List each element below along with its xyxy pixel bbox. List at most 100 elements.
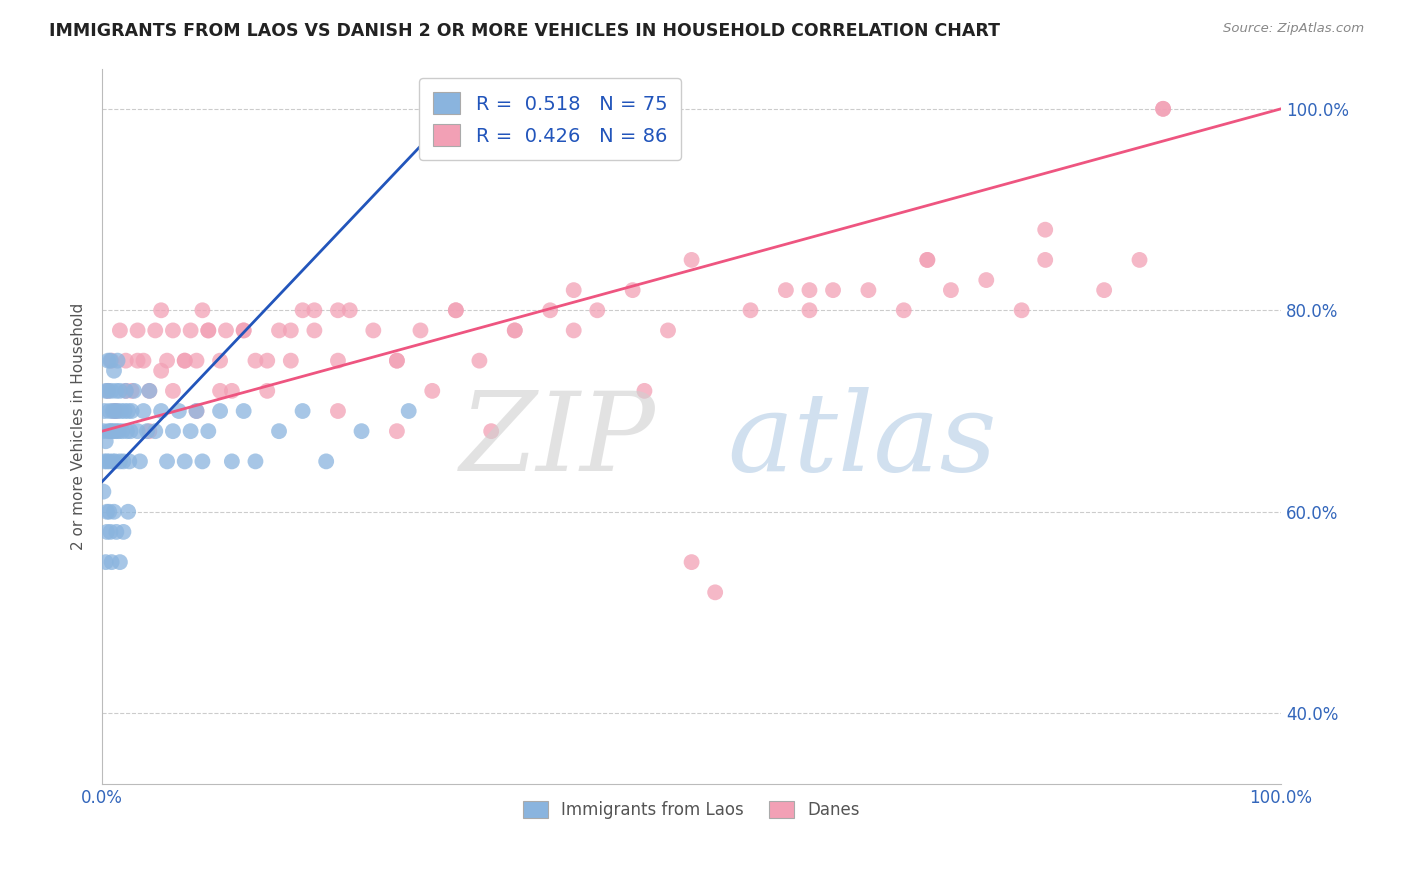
Point [633, 384, 655, 398]
Point [799, 303, 821, 318]
Point [136, 424, 159, 438]
Point [101, 404, 124, 418]
Point [114, 353, 136, 368]
Point [209, 353, 232, 368]
Point [98, 454, 121, 468]
Point [180, 323, 202, 337]
Point [117, 404, 139, 418]
Point [280, 353, 302, 368]
Point [468, 353, 491, 368]
Point [186, 353, 208, 368]
Point [821, 283, 844, 297]
Point [105, 404, 128, 418]
Point [503, 323, 526, 337]
Point [1033, 252, 1056, 267]
Point [621, 283, 644, 297]
Point [350, 424, 373, 438]
Point [326, 303, 349, 318]
Point [917, 252, 939, 267]
Point [939, 283, 962, 297]
Point [385, 424, 408, 438]
Point [363, 323, 385, 337]
Point [97, 424, 120, 438]
Point [103, 424, 125, 438]
Point [197, 323, 219, 337]
Point [479, 424, 502, 438]
Text: IMMIGRANTS FROM LAOS VS DANISH 2 OR MORE VEHICLES IN HOUSEHOLD CORRELATION CHART: IMMIGRANTS FROM LAOS VS DANISH 2 OR MORE… [49, 22, 1000, 40]
Point [267, 323, 290, 337]
Point [96, 524, 118, 539]
Point [799, 283, 821, 297]
Point [385, 353, 408, 368]
Point [232, 404, 254, 418]
Point [162, 424, 184, 438]
Point [444, 303, 467, 318]
Point [538, 303, 561, 318]
Point [180, 424, 202, 438]
Point [858, 283, 880, 297]
Point [127, 323, 149, 337]
Point [103, 364, 125, 378]
Point [111, 424, 134, 438]
Point [974, 273, 997, 287]
Point [121, 404, 143, 418]
Point [657, 323, 679, 337]
Point [150, 364, 173, 378]
Point [150, 303, 173, 318]
Point [1152, 102, 1174, 116]
Point [562, 323, 585, 337]
Point [173, 454, 195, 468]
Point [103, 404, 125, 418]
Text: atlas: atlas [727, 386, 997, 494]
Point [197, 323, 219, 337]
Point [114, 384, 136, 398]
Point [129, 454, 152, 468]
Point [267, 424, 290, 438]
Point [108, 323, 131, 337]
Point [97, 384, 120, 398]
Point [114, 384, 136, 398]
Point [93, 484, 115, 499]
Point [107, 404, 129, 418]
Point [1128, 252, 1150, 267]
Point [256, 353, 278, 368]
Point [100, 384, 122, 398]
Point [96, 454, 118, 468]
Point [127, 353, 149, 368]
Text: ZIP: ZIP [460, 386, 657, 494]
Point [245, 353, 267, 368]
Y-axis label: 2 or more Vehicles in Household: 2 or more Vehicles in Household [72, 302, 86, 549]
Point [681, 555, 703, 569]
Point [100, 424, 122, 438]
Legend: Immigrants from Laos, Danes: Immigrants from Laos, Danes [516, 794, 866, 825]
Point [103, 505, 125, 519]
Point [156, 353, 179, 368]
Point [150, 404, 173, 418]
Point [93, 424, 115, 438]
Point [93, 454, 115, 468]
Point [162, 384, 184, 398]
Point [98, 404, 121, 418]
Point [315, 454, 337, 468]
Point [775, 283, 797, 297]
Point [108, 454, 131, 468]
Point [893, 303, 915, 318]
Point [704, 585, 727, 599]
Point [122, 384, 145, 398]
Point [740, 303, 762, 318]
Point [1033, 223, 1056, 237]
Point [326, 353, 349, 368]
Point [1092, 283, 1115, 297]
Point [191, 454, 214, 468]
Point [100, 353, 122, 368]
Point [304, 323, 326, 337]
Point [138, 424, 160, 438]
Point [209, 404, 232, 418]
Point [115, 424, 138, 438]
Point [232, 323, 254, 337]
Point [143, 424, 166, 438]
Point [586, 303, 609, 318]
Point [114, 404, 136, 418]
Point [191, 303, 214, 318]
Point [156, 454, 179, 468]
